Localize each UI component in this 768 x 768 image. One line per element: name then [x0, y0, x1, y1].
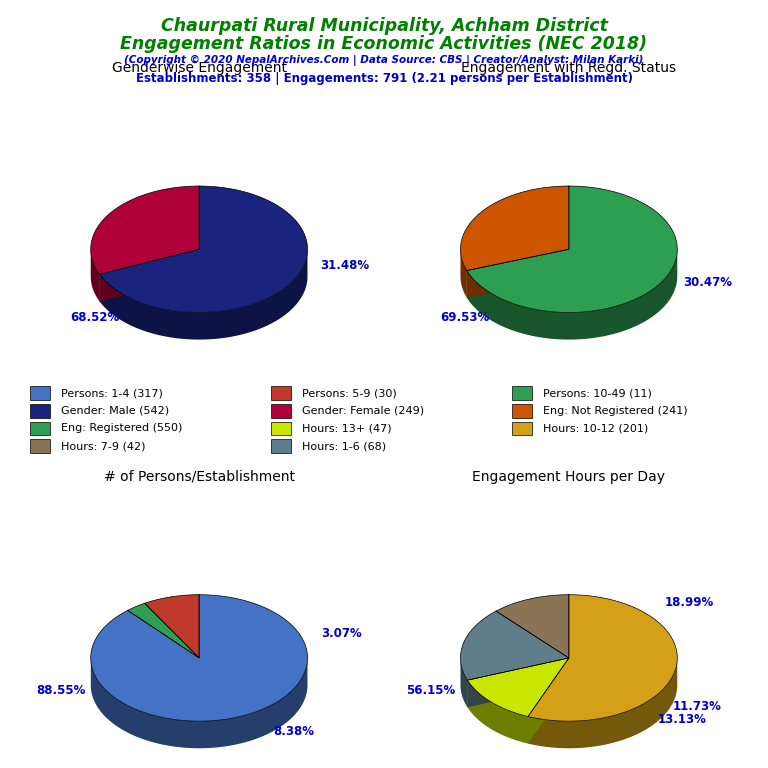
- Title: Engagement with Regd. Status: Engagement with Regd. Status: [462, 61, 677, 75]
- Polygon shape: [467, 250, 569, 298]
- Polygon shape: [467, 186, 677, 313]
- Title: Genderwise Engagement: Genderwise Engagement: [111, 61, 286, 75]
- Text: Establishments: 358 | Engagements: 791 (2.21 persons per Establishment): Establishments: 358 | Engagements: 791 (…: [135, 72, 633, 85]
- Polygon shape: [468, 658, 569, 707]
- FancyBboxPatch shape: [271, 439, 291, 453]
- Text: Engagement Ratios in Economic Activities (NEC 2018): Engagement Ratios in Economic Activities…: [121, 35, 647, 53]
- Polygon shape: [91, 186, 199, 274]
- Polygon shape: [468, 680, 528, 743]
- Polygon shape: [496, 594, 569, 658]
- Text: 3.07%: 3.07%: [321, 627, 362, 640]
- Polygon shape: [100, 250, 199, 301]
- Text: 11.73%: 11.73%: [672, 700, 721, 713]
- FancyBboxPatch shape: [271, 422, 291, 435]
- Polygon shape: [100, 250, 199, 301]
- FancyBboxPatch shape: [511, 386, 531, 400]
- Polygon shape: [468, 658, 569, 717]
- FancyBboxPatch shape: [30, 386, 51, 400]
- FancyBboxPatch shape: [30, 439, 51, 453]
- Text: Eng: Registered (550): Eng: Registered (550): [61, 423, 183, 433]
- Polygon shape: [91, 594, 307, 721]
- Polygon shape: [528, 658, 677, 748]
- Polygon shape: [468, 658, 569, 707]
- Text: 18.99%: 18.99%: [665, 596, 714, 609]
- FancyBboxPatch shape: [30, 422, 51, 435]
- Text: 30.47%: 30.47%: [683, 276, 732, 289]
- Title: Engagement Hours per Day: Engagement Hours per Day: [472, 470, 665, 484]
- Polygon shape: [528, 594, 677, 721]
- Polygon shape: [461, 658, 468, 707]
- Text: Gender: Male (542): Gender: Male (542): [61, 406, 170, 415]
- Polygon shape: [100, 186, 307, 313]
- Polygon shape: [467, 250, 569, 298]
- Polygon shape: [144, 594, 199, 658]
- Polygon shape: [461, 250, 467, 298]
- Polygon shape: [127, 604, 199, 658]
- Text: Gender: Female (249): Gender: Female (249): [302, 406, 424, 415]
- FancyBboxPatch shape: [511, 404, 531, 418]
- Polygon shape: [461, 186, 569, 270]
- Polygon shape: [91, 250, 100, 301]
- FancyBboxPatch shape: [511, 422, 531, 435]
- Polygon shape: [100, 250, 307, 339]
- Text: 68.52%: 68.52%: [70, 311, 119, 324]
- Text: Hours: 13+ (47): Hours: 13+ (47): [302, 423, 392, 433]
- Text: 56.15%: 56.15%: [406, 684, 455, 697]
- Text: Persons: 10-49 (11): Persons: 10-49 (11): [542, 388, 651, 398]
- Text: 8.38%: 8.38%: [273, 725, 314, 738]
- Polygon shape: [91, 659, 307, 748]
- Text: 31.48%: 31.48%: [319, 260, 369, 273]
- Text: (Copyright © 2020 NepalArchives.Com | Data Source: CBS | Creator/Analyst: Milan : (Copyright © 2020 NepalArchives.Com | Da…: [124, 55, 644, 66]
- Text: Persons: 5-9 (30): Persons: 5-9 (30): [302, 388, 397, 398]
- Text: Hours: 7-9 (42): Hours: 7-9 (42): [61, 441, 146, 451]
- Polygon shape: [528, 658, 569, 743]
- Text: Hours: 1-6 (68): Hours: 1-6 (68): [302, 441, 386, 451]
- FancyBboxPatch shape: [30, 404, 51, 418]
- Text: 88.55%: 88.55%: [36, 684, 85, 697]
- Polygon shape: [528, 658, 569, 743]
- FancyBboxPatch shape: [271, 386, 291, 400]
- Text: Chaurpati Rural Municipality, Achham District: Chaurpati Rural Municipality, Achham Dis…: [161, 17, 607, 35]
- Text: 69.53%: 69.53%: [440, 311, 489, 324]
- Polygon shape: [461, 611, 569, 680]
- Text: 13.13%: 13.13%: [657, 713, 707, 727]
- Text: Persons: 1-4 (317): Persons: 1-4 (317): [61, 388, 163, 398]
- Text: Hours: 10-12 (201): Hours: 10-12 (201): [542, 423, 648, 433]
- FancyBboxPatch shape: [271, 404, 291, 418]
- Text: Eng: Not Registered (241): Eng: Not Registered (241): [542, 406, 687, 415]
- Title: # of Persons/Establishment: # of Persons/Establishment: [104, 470, 295, 484]
- Polygon shape: [467, 250, 677, 339]
